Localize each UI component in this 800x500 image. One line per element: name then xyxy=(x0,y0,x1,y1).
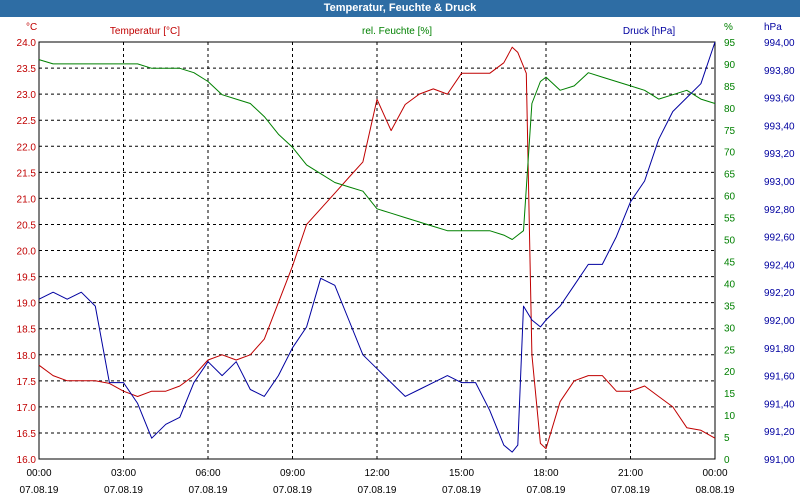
temperature-tick-label: 24.0 xyxy=(17,38,37,49)
humidity-tick-label: 20 xyxy=(724,367,736,378)
legend-temperature: Temperatur [°C] xyxy=(110,26,180,37)
humidity-unit-label: % xyxy=(724,22,733,33)
pressure-tick-label: 993,60 xyxy=(764,94,795,105)
chart-axes: 00:00 07.08.19 03:00 07.08.19 06:00 07.08.19 0… xyxy=(17,22,795,496)
pressure-tick-label: 992,40 xyxy=(764,260,795,271)
humidity-tick-label: 15 xyxy=(724,389,736,400)
x-tick-time: 15:00 xyxy=(449,468,474,479)
x-tick-time: 21:00 xyxy=(618,468,643,479)
temperature-tick-label: 16.0 xyxy=(17,455,37,466)
pressure-tick-label: 992,60 xyxy=(764,233,795,244)
humidity-tick-label: 70 xyxy=(724,148,736,159)
temperature-tick-label: 23.5 xyxy=(17,64,37,75)
humidity-tick-label: 40 xyxy=(724,279,736,290)
pressure-tick-label: 993,40 xyxy=(764,121,795,132)
humidity-tick-label: 75 xyxy=(724,126,736,137)
humidity-tick-label: 0 xyxy=(724,455,730,466)
x-tick-time: 18:00 xyxy=(533,468,558,479)
temperature-tick-label: 19.5 xyxy=(17,273,37,284)
x-tick-date: 07.08.19 xyxy=(273,485,312,496)
humidity-tick-label: 50 xyxy=(724,236,736,247)
temperature-tick-label: 23.0 xyxy=(17,90,37,101)
x-tick-date: 07.08.19 xyxy=(442,485,481,496)
humidity-tick-label: 60 xyxy=(724,192,736,203)
temperature-tick-label: 19.0 xyxy=(17,299,37,310)
chart-legend: Temperatur [°C] rel. Feuchte [%] Druck [hP… xyxy=(110,26,675,37)
temperature-tick-label: 17.0 xyxy=(17,403,37,414)
pressure-tick-label: 993,00 xyxy=(764,177,795,188)
temperature-tick-label: 17.5 xyxy=(17,377,37,388)
temperature-tick-label: 18.5 xyxy=(17,325,37,336)
x-tick-date: 08.08.19 xyxy=(696,485,735,496)
chart-grid xyxy=(39,42,715,459)
temperature-unit-label: °C xyxy=(26,22,37,33)
humidity-tick-label: 45 xyxy=(724,257,736,268)
humidity-tick-label: 55 xyxy=(724,214,736,225)
x-tick-date: 07.08.19 xyxy=(358,485,397,496)
line-chart: 00:00 07.08.19 03:00 07.08.19 06:00 07.08.19 0… xyxy=(17,22,795,496)
pressure-tick-label: 993,80 xyxy=(764,66,795,77)
plot-area xyxy=(38,41,716,460)
humidity-tick-label: 90 xyxy=(724,60,736,71)
pressure-tick-label: 994,00 xyxy=(764,38,795,49)
humidity-tick-label: 85 xyxy=(724,82,736,93)
humidity-tick-label: 5 xyxy=(724,433,730,444)
pressure-tick-label: 991,60 xyxy=(764,372,795,383)
temperature-tick-label: 18.0 xyxy=(17,351,37,362)
pressure-tick-label: 991,40 xyxy=(764,399,795,410)
pressure-tick-label: 991,00 xyxy=(764,455,795,466)
x-tick-date: 07.08.19 xyxy=(104,485,143,496)
x-tick-date: 07.08.19 xyxy=(527,485,566,496)
temperature-tick-label: 22.5 xyxy=(17,116,37,127)
x-tick-time: 12:00 xyxy=(364,468,389,479)
x-tick-date: 07.08.19 xyxy=(20,485,59,496)
x-tick-time: 03:00 xyxy=(111,468,136,479)
pressure-unit-label: hPa xyxy=(764,22,782,33)
humidity-line xyxy=(38,59,716,240)
humidity-tick-label: 10 xyxy=(724,411,736,422)
humidity-tick-label: 35 xyxy=(724,301,736,312)
x-tick-time: 00:00 xyxy=(702,468,727,479)
pressure-line xyxy=(38,41,716,453)
x-tick-date: 07.08.19 xyxy=(189,485,228,496)
legend-humidity: rel. Feuchte [%] xyxy=(362,26,432,37)
pressure-tick-label: 992,00 xyxy=(764,316,795,327)
temperature-line xyxy=(38,46,716,450)
temperature-tick-label: 21.5 xyxy=(17,168,37,179)
humidity-tick-label: 95 xyxy=(724,38,736,49)
humidity-tick-label: 25 xyxy=(724,345,736,356)
x-tick-time: 06:00 xyxy=(195,468,220,479)
humidity-tick-label: 30 xyxy=(724,323,736,334)
humidity-tick-label: 65 xyxy=(724,170,736,181)
window-title: Temperatur, Feuchte & Druck xyxy=(0,0,800,17)
temperature-tick-label: 16.5 xyxy=(17,429,37,440)
chart-series xyxy=(38,41,716,453)
pressure-tick-label: 992,20 xyxy=(764,288,795,299)
x-tick-date: 07.08.19 xyxy=(611,485,650,496)
temperature-tick-label: 22.0 xyxy=(17,142,37,153)
legend-pressure: Druck [hPa] xyxy=(623,26,675,37)
x-tick-time: 09:00 xyxy=(280,468,305,479)
temperature-tick-label: 21.0 xyxy=(17,194,37,205)
pressure-tick-label: 991,80 xyxy=(764,344,795,355)
pressure-tick-label: 992,80 xyxy=(764,205,795,216)
x-tick-time: 00:00 xyxy=(26,468,51,479)
temperature-tick-label: 20.5 xyxy=(17,220,37,231)
pressure-tick-label: 993,20 xyxy=(764,149,795,160)
pressure-tick-label: 991,20 xyxy=(764,427,795,438)
humidity-tick-label: 80 xyxy=(724,104,736,115)
temperature-tick-label: 20.0 xyxy=(17,247,37,258)
